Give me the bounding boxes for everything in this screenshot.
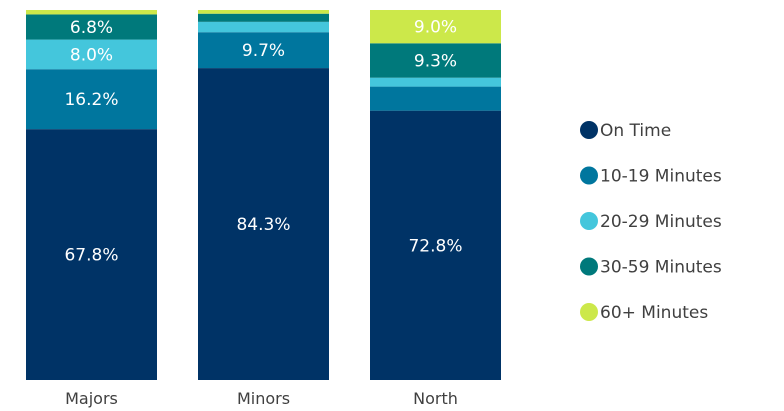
legend-marker-on-time (580, 121, 598, 139)
bar-segment-majors-10-19-minutes (26, 69, 157, 130)
bar-segment-minors-30-59-minutes (198, 13, 329, 22)
bar-segment-north-30-59-minutes (370, 43, 501, 78)
bar-segment-majors-on-time (26, 129, 157, 380)
legend-marker-20-29-minutes (580, 212, 598, 230)
bar-segment-minors-10-19-minutes (198, 32, 329, 69)
bar-segment-majors-30-59-minutes (26, 14, 157, 40)
data-label-majors-20-29-minutes: 8.0% (70, 45, 113, 65)
x-axis-ticks: Majors Minors North (65, 389, 458, 408)
data-label-majors-30-59-minutes: 6.8% (70, 18, 113, 38)
legend-label-10-19-minutes: 10-19 Minutes (600, 167, 722, 187)
data-label-north-60-minutes: 9.0% (414, 18, 457, 38)
legend-label-30-59-minutes: 30-59 Minutes (600, 258, 722, 278)
data-label-majors-10-19-minutes: 16.2% (64, 90, 118, 110)
bar-segment-north-20-29-minutes (370, 77, 501, 87)
legend-label-on-time: On Time (600, 121, 671, 141)
legend-marker-30-59-minutes (580, 257, 598, 276)
bar-segment-majors-60-minutes (26, 10, 157, 15)
bar-segment-north-10-19-minutes (370, 86, 501, 111)
data-label-minors-on-time: 84.3% (236, 215, 290, 235)
x-tick-label-minors: Minors (237, 389, 290, 408)
legend-marker-60-minutes (580, 303, 598, 321)
legend-label-60-minutes: 60+ Minutes (600, 303, 708, 323)
legend-label-20-29-minutes: 20-29 Minutes (600, 212, 722, 232)
legend: On Time 10-19 Minutes 20-29 Minutes 30-59 M… (580, 121, 722, 323)
data-label-north-30-59-minutes: 9.3% (414, 52, 457, 72)
bar-segment-north-60-minutes (370, 10, 501, 44)
x-tick-label-north: North (413, 389, 458, 408)
data-label-north-on-time: 72.8% (408, 236, 462, 256)
data-label-minors-10-19-minutes: 9.7% (242, 41, 285, 61)
legend-marker-10-19-minutes (580, 166, 598, 185)
bar-segment-minors-20-29-minutes (198, 21, 329, 33)
data-label-majors-on-time: 67.8% (64, 246, 118, 266)
bar-segment-minors-60-minutes (198, 10, 329, 14)
x-tick-label-majors: Majors (65, 389, 118, 408)
bars-group: 67.8% 16.2% 8.0% 6.8% 84.3% 9.7% 72.8% 9.3% 9.0% (26, 10, 501, 380)
bar-segment-majors-20-29-minutes (26, 39, 157, 70)
bar-segment-minors-on-time (198, 68, 329, 380)
bar-segment-north-on-time (370, 110, 501, 380)
